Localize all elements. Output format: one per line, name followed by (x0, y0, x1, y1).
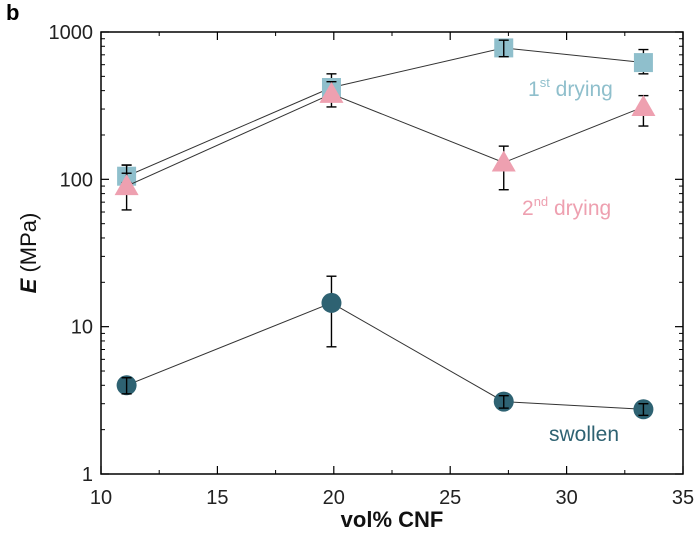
series-line (126, 302, 644, 410)
square-marker (633, 53, 653, 73)
y-tick-label: 1000 (49, 22, 94, 44)
data-series (114, 38, 656, 420)
x-tick-label: 30 (555, 487, 577, 509)
series-1 (114, 80, 656, 211)
panel-letter: b (6, 0, 19, 25)
series-label-second-drying: 2nd drying (522, 194, 611, 220)
triangle-marker (319, 81, 344, 103)
series-2 (116, 275, 654, 420)
y-tick-label: 100 (60, 169, 93, 191)
x-tick-label: 15 (206, 487, 228, 509)
x-tick-label: 35 (672, 487, 694, 509)
series-line (126, 93, 644, 187)
triangle-marker (491, 150, 516, 172)
series-label-first-drying: 1st drying (528, 75, 613, 101)
x-tick-label: 25 (439, 487, 461, 509)
y-tick-label: 1 (82, 464, 93, 486)
triangle-marker (631, 94, 656, 116)
series-0 (117, 38, 653, 186)
y-axis-title: E (MPa) (16, 213, 41, 294)
triangle-marker (114, 174, 139, 196)
x-axis-title: vol% CNF (341, 507, 444, 532)
circle-marker (321, 292, 342, 313)
x-tick-label: 20 (323, 487, 345, 509)
series-line (126, 47, 644, 177)
x-tick-label: 10 (90, 487, 112, 509)
y-tick-label: 10 (71, 317, 93, 339)
series-label-swollen: swollen (549, 423, 619, 446)
